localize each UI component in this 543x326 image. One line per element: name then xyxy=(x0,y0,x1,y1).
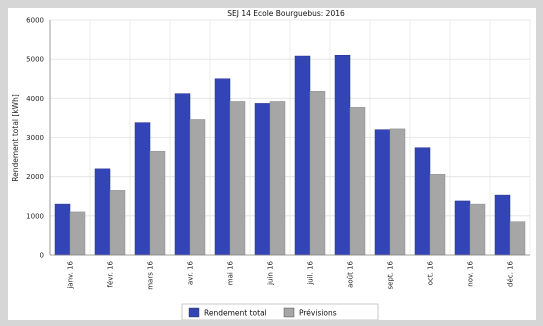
x-axis: janv. 16 févr. 16 mars 16 avr. 16 mai 16 juin… xyxy=(50,254,530,290)
x-tick-label: mars 16 xyxy=(147,260,155,289)
x-tick-label: avr. 16 xyxy=(187,260,195,285)
bar-previsions xyxy=(229,101,246,256)
x-tick-label: juil. 16 xyxy=(307,260,315,285)
bar-previsions xyxy=(429,174,446,256)
y-tick-label: 6000 xyxy=(26,17,44,25)
bar-chart: SEJ 14 Ecole Bourguebus: 2016 0 1000 2000 3… xyxy=(11,9,531,320)
bar-rendement-total xyxy=(254,103,271,256)
x-tick-label: mai 16 xyxy=(227,260,235,285)
y-tick-label: 0 xyxy=(40,252,44,260)
bar-previsions xyxy=(349,107,366,256)
x-tick-label: févr. 16 xyxy=(107,260,115,287)
chart-title: SEJ 14 Ecole Bourguebus: 2016 xyxy=(227,9,345,18)
bar-rendement-total xyxy=(214,78,231,256)
x-tick-label: juin 16 xyxy=(267,260,275,285)
y-tick-label: 1000 xyxy=(26,212,44,220)
legend-label-rendement: Rendement total xyxy=(204,309,267,318)
bar-rendement-total xyxy=(174,93,191,256)
x-tick-label: déc. 16 xyxy=(507,260,515,287)
bar-rendement-total xyxy=(454,200,471,256)
bar-rendement-total xyxy=(494,194,511,256)
y-tick-label: 4000 xyxy=(26,95,44,103)
legend-swatch-rendement xyxy=(188,307,200,318)
bar-previsions xyxy=(469,203,486,256)
x-tick-label: sept. 16 xyxy=(387,260,395,289)
bar-previsions xyxy=(389,128,406,256)
bar-previsions xyxy=(109,190,126,256)
bar-previsions xyxy=(269,101,286,256)
bars xyxy=(54,55,526,256)
bar-previsions xyxy=(509,221,526,256)
y-axis: 0 1000 2000 3000 4000 5000 6000 xyxy=(26,17,51,260)
bar-rendement-total xyxy=(414,147,431,256)
bar-rendement-total xyxy=(334,55,351,256)
y-tick-label: 2000 xyxy=(26,173,44,181)
legend-box xyxy=(181,303,379,320)
bar-previsions xyxy=(189,119,206,256)
bar-rendement-total xyxy=(54,203,71,256)
bar-rendement-total xyxy=(374,129,391,256)
x-tick-label: oct. 16 xyxy=(427,260,435,285)
bar-previsions xyxy=(149,150,166,256)
x-tick-label: nov. 16 xyxy=(467,260,475,286)
x-tick-label: janv. 16 xyxy=(67,260,75,289)
legend-swatch-previsions xyxy=(283,307,295,318)
bar-previsions xyxy=(69,211,86,256)
y-axis-title: Rendement total [kWh] xyxy=(11,94,20,182)
bar-previsions xyxy=(309,91,326,256)
x-tick-label: août 16 xyxy=(347,260,355,287)
chart-panel: SEJ 14 Ecole Bourguebus: 2016 0 1000 2000 3… xyxy=(8,8,536,320)
bar-rendement-total xyxy=(294,55,311,256)
grid-lines xyxy=(49,19,531,256)
bar-rendement-total xyxy=(134,122,151,256)
bar-rendement-total xyxy=(94,168,111,256)
y-tick-label: 3000 xyxy=(26,134,44,142)
y-tick-label: 5000 xyxy=(26,56,44,64)
legend: Rendement total Prévisions xyxy=(181,303,379,320)
legend-label-previsions: Prévisions xyxy=(299,309,337,318)
